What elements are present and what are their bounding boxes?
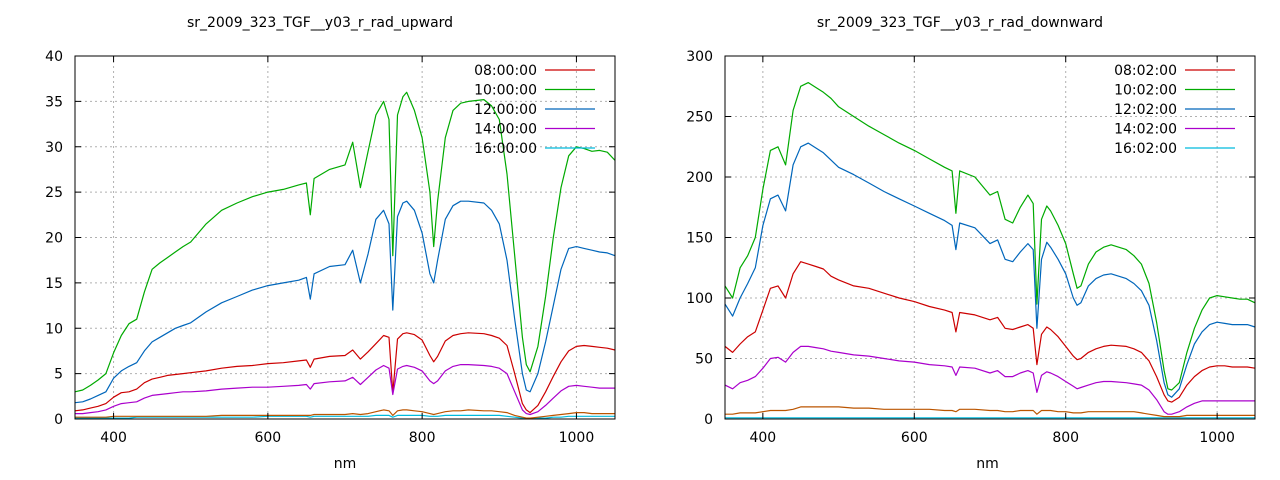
legend-label: 10:00:00 [474,83,537,99]
legend-label: 16:02:00 [1114,141,1177,157]
y-tick-label: 0 [704,412,713,428]
series-line-unlabeled [725,406,1255,418]
legend-label: 10:02:00 [1114,83,1177,99]
chart-upward: sr_2009_323_TGF__y03_r_rad_upward 400 600… [45,15,616,472]
y-tick-label: 150 [686,231,713,247]
y-tick-label: 30 [45,140,63,156]
y-tick-label: 20 [45,231,63,247]
x-tick-label: 600 [901,430,928,446]
series-line-unlabeled [75,409,615,419]
y-tick-label: 25 [45,185,63,201]
y-tick-label: 10 [45,321,63,337]
x-tick-label: 1000 [559,430,595,446]
legend-label: 08:00:00 [474,63,537,79]
legend-label: 08:02:00 [1114,63,1177,79]
y-tick-label: 250 [686,110,713,126]
x-tick-label: 600 [254,430,281,446]
y-tick-label: 40 [45,49,63,65]
x-tick-label: 800 [409,430,436,446]
y-tick-label: 15 [45,276,63,292]
y-tick-label: 5 [54,367,63,383]
x-axis-label: nm [333,456,357,472]
legend-label: 14:02:00 [1114,122,1177,138]
x-tick-label: 800 [1052,430,1079,446]
legend-label: 16:00:00 [474,141,537,157]
series-line-14-02-00 [724,345,1255,415]
chart-downward: sr_2009_323_TGF__y03_r_rad_downward 400 6… [640,0,1280,480]
legend-label: 14:00:00 [474,122,537,138]
x-tick-label: 1000 [1199,430,1235,446]
y-tick-label: 300 [686,49,713,65]
chart-title: sr_2009_323_TGF__y03_r_rad_upward [186,15,454,31]
x-tick-label: 400 [100,430,127,446]
y-tick-label: 0 [54,412,63,428]
series-line-08-00-00 [74,332,616,414]
chart-plot-downward: 400 600 800 1000 0 50 100 150 200 250 300 08:02:00 1… [686,49,1256,446]
x-axis-label: nm [976,456,999,472]
y-tick-label: 35 [45,94,63,110]
y-tick-label: 100 [686,291,713,307]
series-line-12-02-00 [724,142,1256,398]
y-tick-label: 50 [695,352,713,368]
chart-plot-upward: 400 600 800 1000 0 5 10 15 20 25 30 35 40 08:00:00 10:… [45,49,616,446]
series-line-14-00-00 [75,364,615,416]
series-line-10-00-00 [74,91,616,393]
y-tick-label: 200 [686,170,713,186]
legend-label: 12:00:00 [474,102,537,118]
series-line-10-02-00 [724,81,1256,391]
series-line-08-02-00 [724,261,1256,403]
legend-label: 12:02:00 [1114,102,1177,118]
series-line-12-00-00 [74,200,616,404]
x-tick-label: 400 [749,430,776,446]
chart-title: sr_2009_323_TGF__y03_r_rad_downward [816,15,1104,31]
